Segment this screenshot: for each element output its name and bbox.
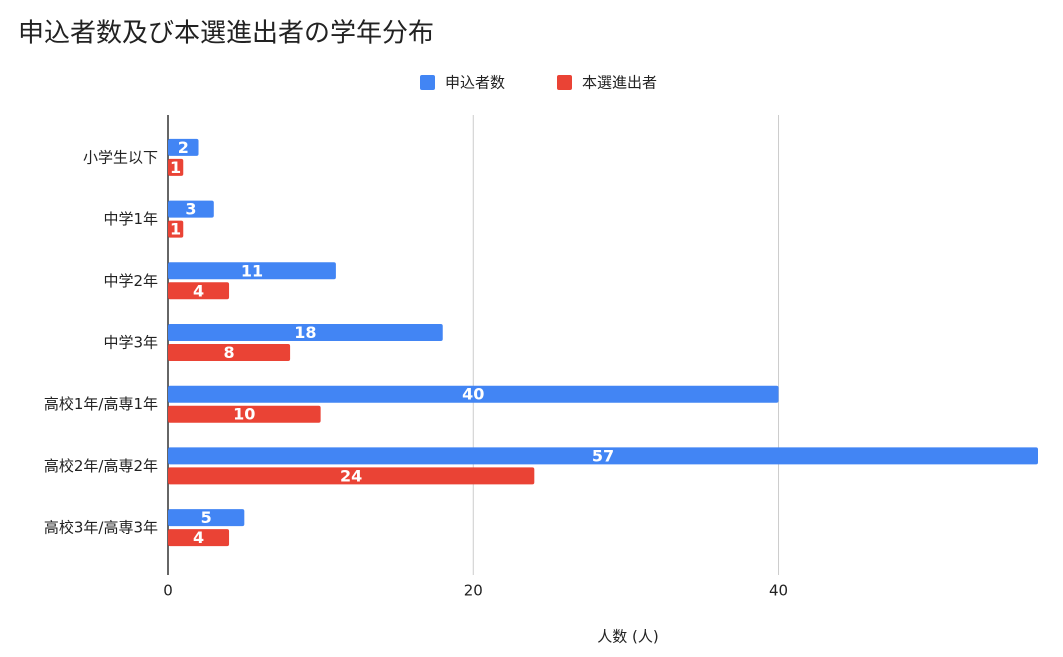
y-tick-label: 中学3年	[103, 334, 158, 352]
value-label: 4	[193, 528, 204, 547]
x-tick-label: 20	[464, 582, 483, 600]
bar	[168, 262, 336, 280]
legend-swatch	[420, 75, 435, 90]
value-label: 40	[462, 385, 484, 404]
value-label: 5	[201, 508, 212, 527]
bar	[168, 282, 230, 300]
y-tick-label: 高校2年/高専2年	[44, 457, 158, 475]
bar	[168, 529, 230, 547]
value-label: 3	[185, 200, 196, 219]
bar	[168, 138, 199, 156]
x-tick-label: 40	[769, 582, 788, 600]
bar	[168, 158, 184, 176]
bar	[168, 220, 184, 238]
value-label: 24	[340, 466, 362, 485]
x-tick-label: 0	[163, 582, 173, 600]
value-label: 18	[294, 323, 316, 342]
value-label: 1	[170, 220, 181, 239]
legend-label: 本選進出者	[582, 74, 657, 92]
x-axis-label: 人数 (人)	[597, 628, 658, 646]
value-label: 57	[592, 446, 614, 465]
bar	[168, 385, 779, 403]
value-label: 4	[193, 281, 204, 300]
bar	[168, 324, 443, 341]
bar	[168, 509, 245, 527]
value-label: 2	[178, 138, 189, 157]
y-tick-label: 中学2年	[103, 272, 158, 290]
bar	[168, 467, 535, 485]
y-tick-label: 高校3年/高専3年	[44, 519, 158, 537]
legend-label: 申込者数	[445, 74, 505, 92]
value-label: 10	[233, 405, 255, 424]
chart-title: 申込者数及び本選進出者の学年分布	[18, 19, 434, 49]
bar	[168, 344, 291, 361]
y-tick-label: 中学1年	[103, 210, 158, 228]
bar	[168, 447, 1038, 465]
y-tick-label: 小学生以下	[83, 148, 158, 166]
value-label: 8	[223, 343, 234, 362]
legend-swatch	[557, 75, 572, 90]
bar	[168, 405, 321, 423]
bar	[168, 200, 214, 218]
y-tick-label: 高校1年/高専1年	[44, 395, 158, 413]
value-label: 1	[170, 158, 181, 177]
value-label: 11	[241, 261, 263, 280]
